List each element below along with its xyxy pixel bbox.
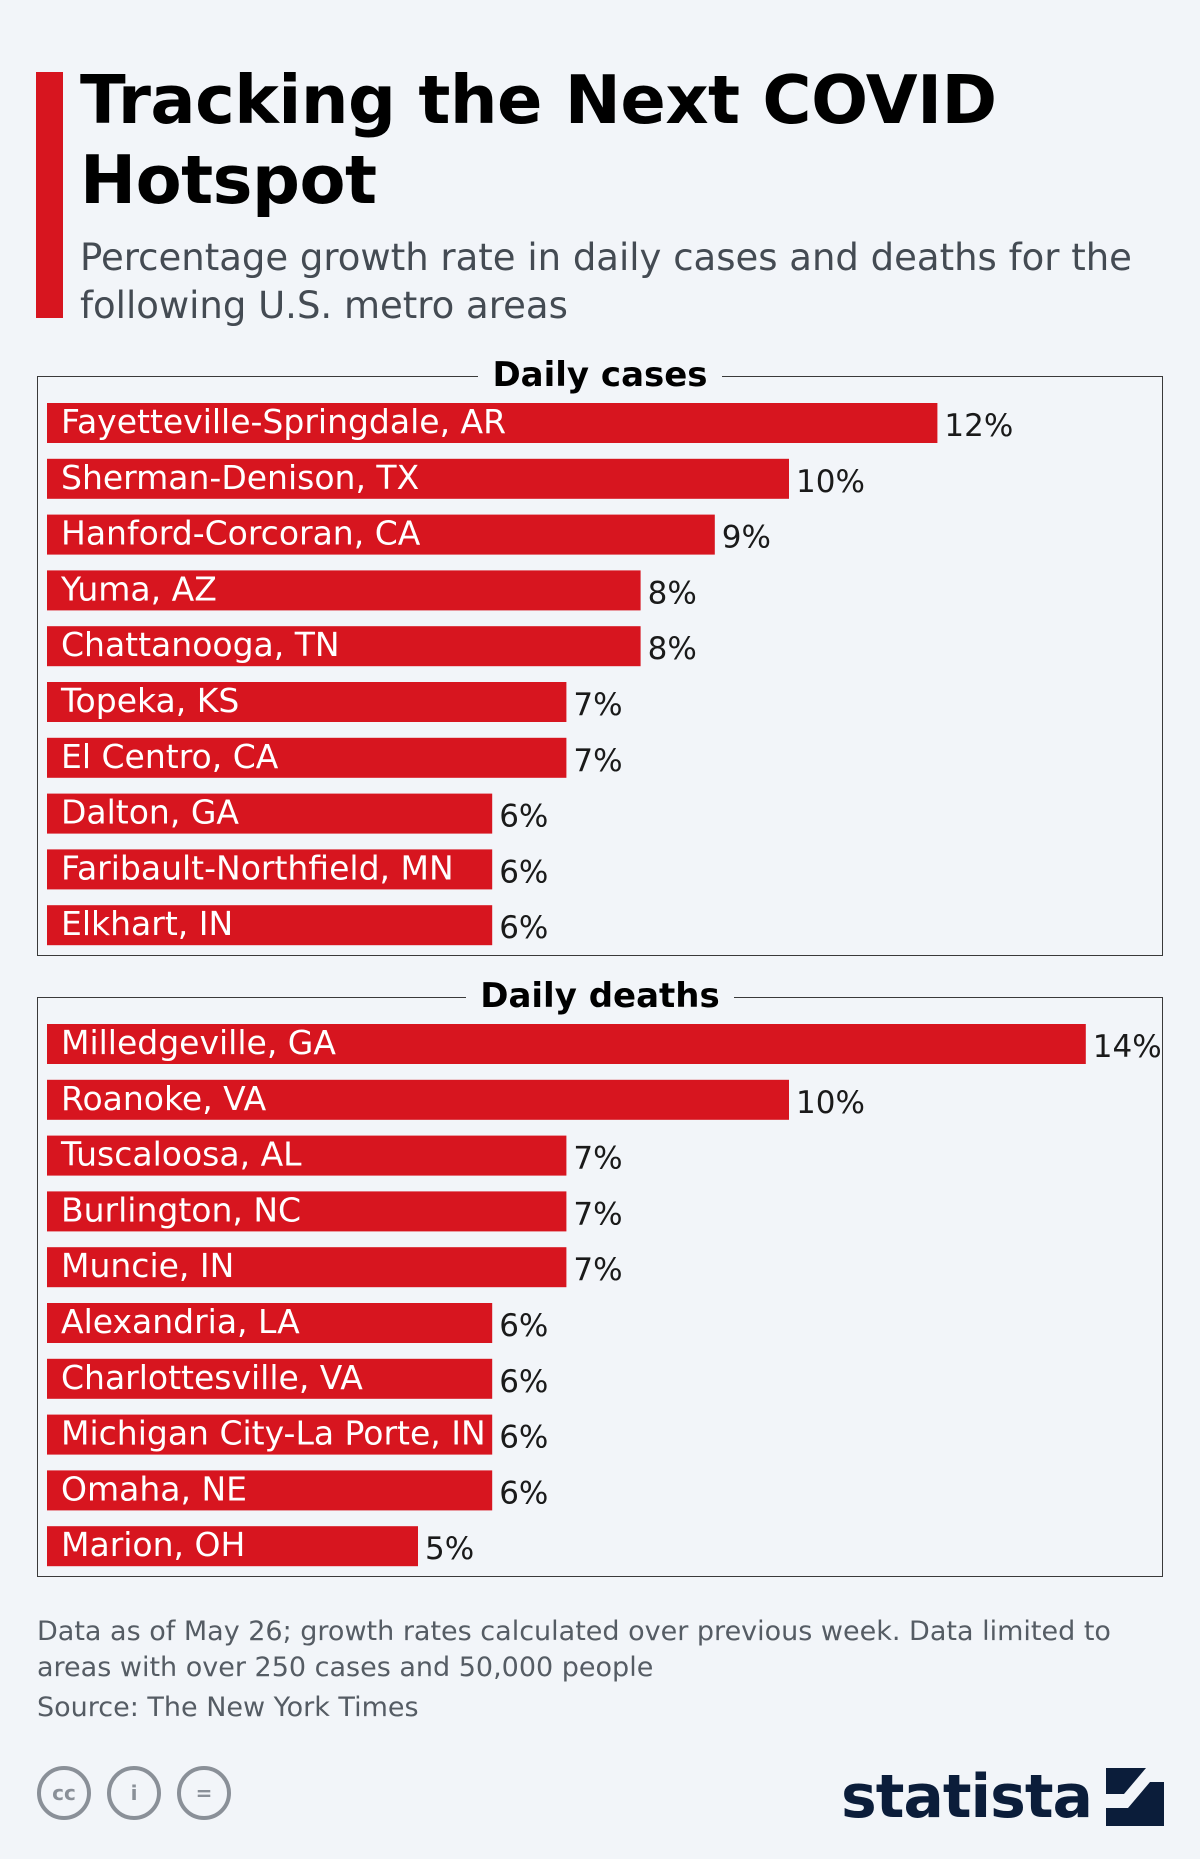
bar-category-label: Michigan City-La Porte, IN [61,1414,486,1453]
page-title: Tracking the Next COVID Hotspot [80,61,997,219]
bar-value-label: 7% [573,687,622,723]
bar-value-label: 6% [499,854,548,890]
bar-category-label: Chattanooga, TN [61,625,340,664]
bar [47,1024,1086,1064]
statista-logo-icon [1106,1768,1164,1826]
bar-value-label: 6% [499,799,548,835]
title-accent-bar [36,72,63,318]
statista-logo[interactable]: statista [841,1762,1164,1832]
bar-value-label: 7% [573,743,622,779]
bar-value-label: 8% [648,575,697,611]
bar-value-label: 6% [499,910,548,946]
bar-value-label: 5% [425,1531,474,1567]
bar [47,1079,789,1120]
bar [47,737,567,778]
bar [47,1526,418,1567]
bar [47,514,715,555]
bar [47,570,641,611]
bar-category-label: Hanford-Corcoran, CA [61,514,421,553]
bar [47,1358,493,1399]
bar-category-label: Charlottesville, VA [61,1358,363,1397]
bar-category-label: El Centro, CA [61,737,279,776]
bar-category-label: Faribault-Northfield, MN [61,848,454,887]
bar [47,626,641,667]
bar [47,1135,567,1176]
bar-value-label: 14% [1093,1029,1162,1065]
bar-value-label: 10% [796,464,865,500]
page-subtitle: Percentage growth rate in daily cases an… [80,236,1132,327]
bar-value-label: 6% [499,1420,548,1456]
bar [47,1247,567,1288]
bar-category-label: Omaha, NE [61,1469,247,1508]
bar-category-label: Elkhart, IN [61,904,233,943]
bar-category-label: Sherman-Denison, TX [61,458,419,497]
bar-value-label: 6% [499,1308,548,1344]
bar-value-label: 9% [722,520,771,556]
daily-deaths-chart: Milledgeville, GA 14% Roanoke, VA 10% Tuscal… [47,1023,1162,1567]
bar [47,849,493,890]
bar-category-label: Fayetteville-Springdale, AR [61,402,506,441]
cc-icon[interactable]: cc [37,1766,91,1820]
bar [47,793,493,834]
bar-value-label: 10% [796,1085,865,1121]
license-icons: cc i = [37,1766,231,1820]
bar-category-label: Milledgeville, GA [61,1023,336,1062]
daily-deaths-panel: Daily deaths Milledgeville, GA 14% Roanoke… [37,976,1163,1577]
bar-value-label: 7% [573,1196,622,1232]
bar-value-label: 7% [573,1252,622,1288]
bar-category-label: Alexandria, LA [61,1302,300,1341]
daily-cases-panel: Daily cases Fayetteville-Springdale, AR 1… [37,355,1163,956]
daily-cases-title: Daily cases [478,355,722,395]
daily-deaths-title: Daily deaths [466,976,734,1016]
bar-category-label: Tuscaloosa, AL [60,1135,302,1174]
bar [47,1414,493,1455]
statista-wordmark: statista [840,1762,1093,1832]
bar-category-label: Roanoke, VA [61,1079,267,1118]
footnote: Data as of May 26; growth rates calculat… [37,1616,1111,1683]
bar-category-label: Yuma, AZ [60,569,217,608]
bar-category-label: Topeka, KS [60,681,239,720]
bar-value-label: 6% [499,1364,548,1400]
bar [47,1303,493,1343]
bar [47,403,938,443]
no-derivatives-icon[interactable]: = [177,1766,231,1820]
bar-category-label: Burlington, NC [61,1190,301,1229]
bar-value-label: 6% [499,1475,548,1511]
bar [47,458,789,499]
bar [47,1470,493,1511]
bar [47,682,567,722]
bar-category-label: Marion, OH [61,1525,245,1564]
bar-value-label: 8% [648,631,697,667]
attribution-icon[interactable]: i [107,1766,161,1820]
bar-value-label: 12% [944,408,1013,444]
bar-category-label: Dalton, GA [61,793,239,832]
bar [47,905,493,946]
bar [47,1191,567,1232]
source-note: Source: The New York Times [37,1692,419,1723]
daily-cases-chart: Fayetteville-Springdale, AR 12% Sherman-De… [47,402,1013,946]
bar-value-label: 7% [573,1141,622,1177]
bar-category-label: Muncie, IN [61,1246,234,1285]
